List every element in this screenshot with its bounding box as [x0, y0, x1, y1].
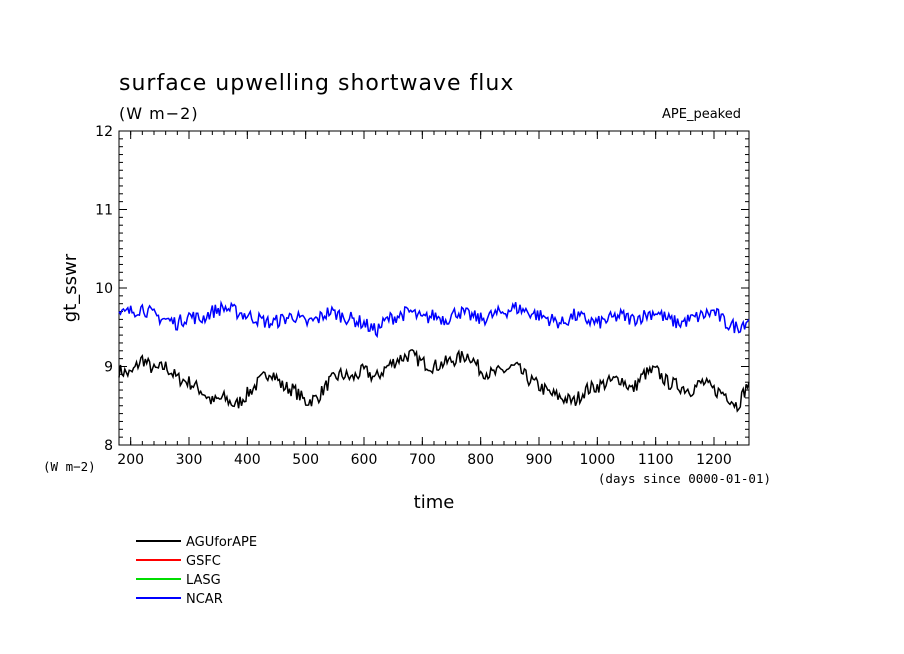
series-line-ncar	[118, 300, 750, 339]
legend-label: AGUforAPE	[186, 535, 257, 550]
series-line-aguforape	[118, 348, 750, 413]
legend-label: LASG	[186, 573, 221, 588]
y-tick-label: 9	[104, 360, 113, 376]
x-tick-label: 200	[117, 452, 144, 468]
x-axis-label: time	[414, 492, 455, 513]
x-tick-label: 900	[526, 452, 553, 468]
x-tick-label: 700	[409, 452, 436, 468]
x-tick-label: 1000	[580, 452, 616, 468]
x-tick-label: 500	[292, 452, 319, 468]
x-tick-label: 800	[467, 452, 494, 468]
x-tick-label: 600	[351, 452, 378, 468]
legend-label: NCAR	[186, 592, 223, 607]
series-layer	[118, 300, 750, 413]
run-label: APE_peaked	[662, 107, 741, 122]
legend-label: GSFC	[186, 554, 221, 569]
y-tick-label: 12	[95, 124, 113, 140]
chart-title: surface upwelling shortwave flux	[119, 71, 514, 96]
x-tick-label: 300	[176, 452, 203, 468]
y-axis-units: (W m−2)	[43, 459, 96, 474]
chart-units: (W m−2)	[119, 104, 199, 123]
x-axis-units: (days since 0000-01-01)	[598, 471, 771, 486]
y-tick-label: 11	[95, 203, 113, 219]
x-tick-label: 1100	[638, 452, 674, 468]
x-tick-label: 400	[234, 452, 261, 468]
legend: AGUforAPE GSFC LASG NCAR	[136, 535, 257, 607]
y-tick-label: 8	[104, 438, 113, 454]
x-tick-label: 1200	[696, 452, 732, 468]
y-tick-label: 10	[95, 281, 113, 297]
ticks-layer: 8 9 10 11 12 200 300 400 500 600 700 800 900 1000 1100…	[95, 124, 750, 468]
y-axis-label: gt_sswr	[60, 253, 81, 322]
